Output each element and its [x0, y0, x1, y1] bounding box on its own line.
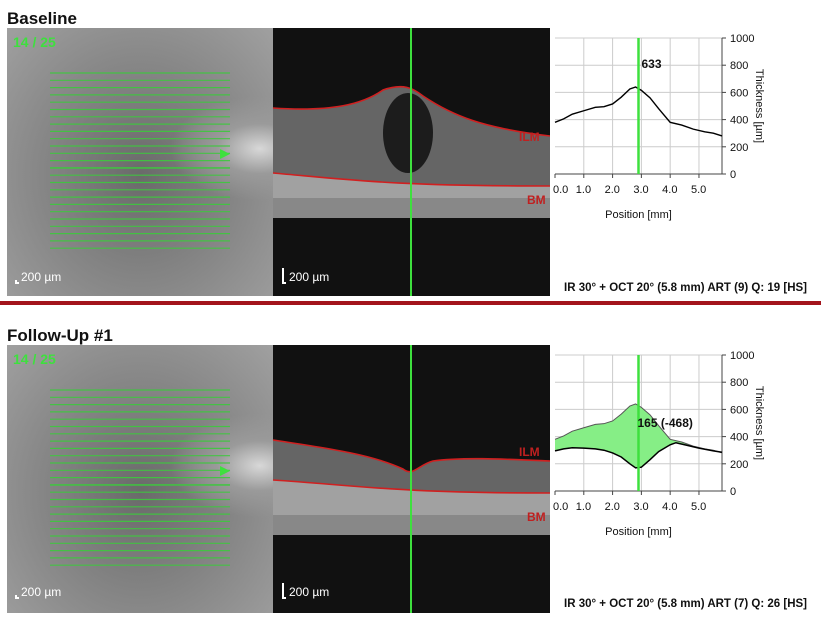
- separator: [0, 301, 821, 305]
- bm-label: BM: [527, 510, 546, 524]
- ilm-line: [273, 85, 550, 137]
- thickness-series-line: [554, 86, 723, 137]
- scan-info: IR 30° + OCT 20° (5.8 mm) ART (7) Q: 26 …: [564, 598, 807, 610]
- x-tick-label: 2.0: [605, 184, 620, 196]
- followup-series-line: [554, 441, 723, 469]
- y-tick-label: 600: [730, 87, 748, 99]
- scan-arrow-icon: [220, 466, 230, 476]
- panel-title: Baseline: [7, 9, 77, 28]
- x-tick-label: 1.0: [576, 501, 591, 513]
- y-tick-label: 600: [730, 404, 748, 416]
- y-tick-label: 0: [730, 169, 736, 181]
- ilm-label: ILM: [519, 130, 540, 144]
- y-tick-label: 1000: [730, 33, 754, 45]
- oct-bscan: ILM BM 200 µm: [273, 345, 550, 613]
- y-tick-label: 1000: [730, 350, 754, 362]
- x-tick-label: 5.0: [691, 501, 706, 513]
- bm-line: [273, 479, 550, 494]
- x-tick-label: 0.0: [553, 501, 568, 513]
- y-axis-label: Thickness [µm]: [753, 69, 765, 143]
- scan-index: 14 / 25: [13, 351, 56, 367]
- y-axis-label: Thickness [µm]: [753, 386, 765, 460]
- scan-lines: [50, 389, 230, 566]
- bm-line: [273, 172, 550, 187]
- x-tick-label: 4.0: [662, 501, 677, 513]
- thickness-annotation: 165 (-468): [638, 416, 693, 430]
- x-tick-label: 0.0: [553, 184, 568, 196]
- y-tick-label: 800: [730, 377, 748, 389]
- x-tick-label: 3.0: [633, 501, 648, 513]
- x-axis-label: Position [mm]: [605, 209, 672, 221]
- oct-scale-bar: 200 µm: [282, 583, 329, 599]
- scan-arrow-icon: [220, 149, 230, 159]
- oct-layers: [273, 345, 550, 613]
- ilm-label: ILM: [519, 445, 540, 459]
- scan-info: IR 30° + OCT 20° (5.8 mm) ART (9) Q: 19 …: [564, 282, 807, 294]
- ilm-line: [273, 439, 550, 473]
- x-tick-label: 3.0: [633, 184, 648, 196]
- cyst: [383, 93, 433, 173]
- fundus-image: 14 / 25 200 µm: [7, 28, 273, 296]
- thickness-chart: 0 200 400 600 800 1000 0.0 1.0 2.0 3.0 4.0 5.0 Posit…: [550, 345, 821, 613]
- scan-index: 14 / 25: [13, 34, 56, 50]
- panel-title: Follow-Up #1: [7, 326, 113, 345]
- y-tick-label: 0: [730, 486, 736, 498]
- oct-scale-bar: 200 µm: [282, 268, 329, 284]
- fundus-image: 14 / 25 200 µm: [7, 345, 273, 613]
- x-tick-label: 5.0: [691, 184, 706, 196]
- y-tick-label: 200: [730, 142, 748, 154]
- thickness-annotation: 633: [642, 57, 662, 71]
- y-tick-label: 200: [730, 459, 748, 471]
- thickness-chart: 0 200 400 600 800 1000 0.0 1.0 2.0 3.0 4.0 5.0 Posit…: [550, 28, 821, 296]
- bm-label: BM: [527, 193, 546, 207]
- x-tick-label: 1.0: [576, 184, 591, 196]
- y-tick-label: 800: [730, 60, 748, 72]
- y-tick-label: 400: [730, 115, 748, 127]
- scan-lines: [50, 72, 230, 249]
- fundus-scale-bar: 200 µm: [15, 270, 61, 284]
- oct-layers: [273, 28, 550, 296]
- x-tick-label: 2.0: [605, 501, 620, 513]
- oct-bscan: ILM BM 200 µm: [273, 28, 550, 296]
- y-tick-label: 400: [730, 432, 748, 444]
- x-tick-label: 4.0: [662, 184, 677, 196]
- x-axis-label: Position [mm]: [605, 526, 672, 538]
- fundus-scale-bar: 200 µm: [15, 585, 61, 599]
